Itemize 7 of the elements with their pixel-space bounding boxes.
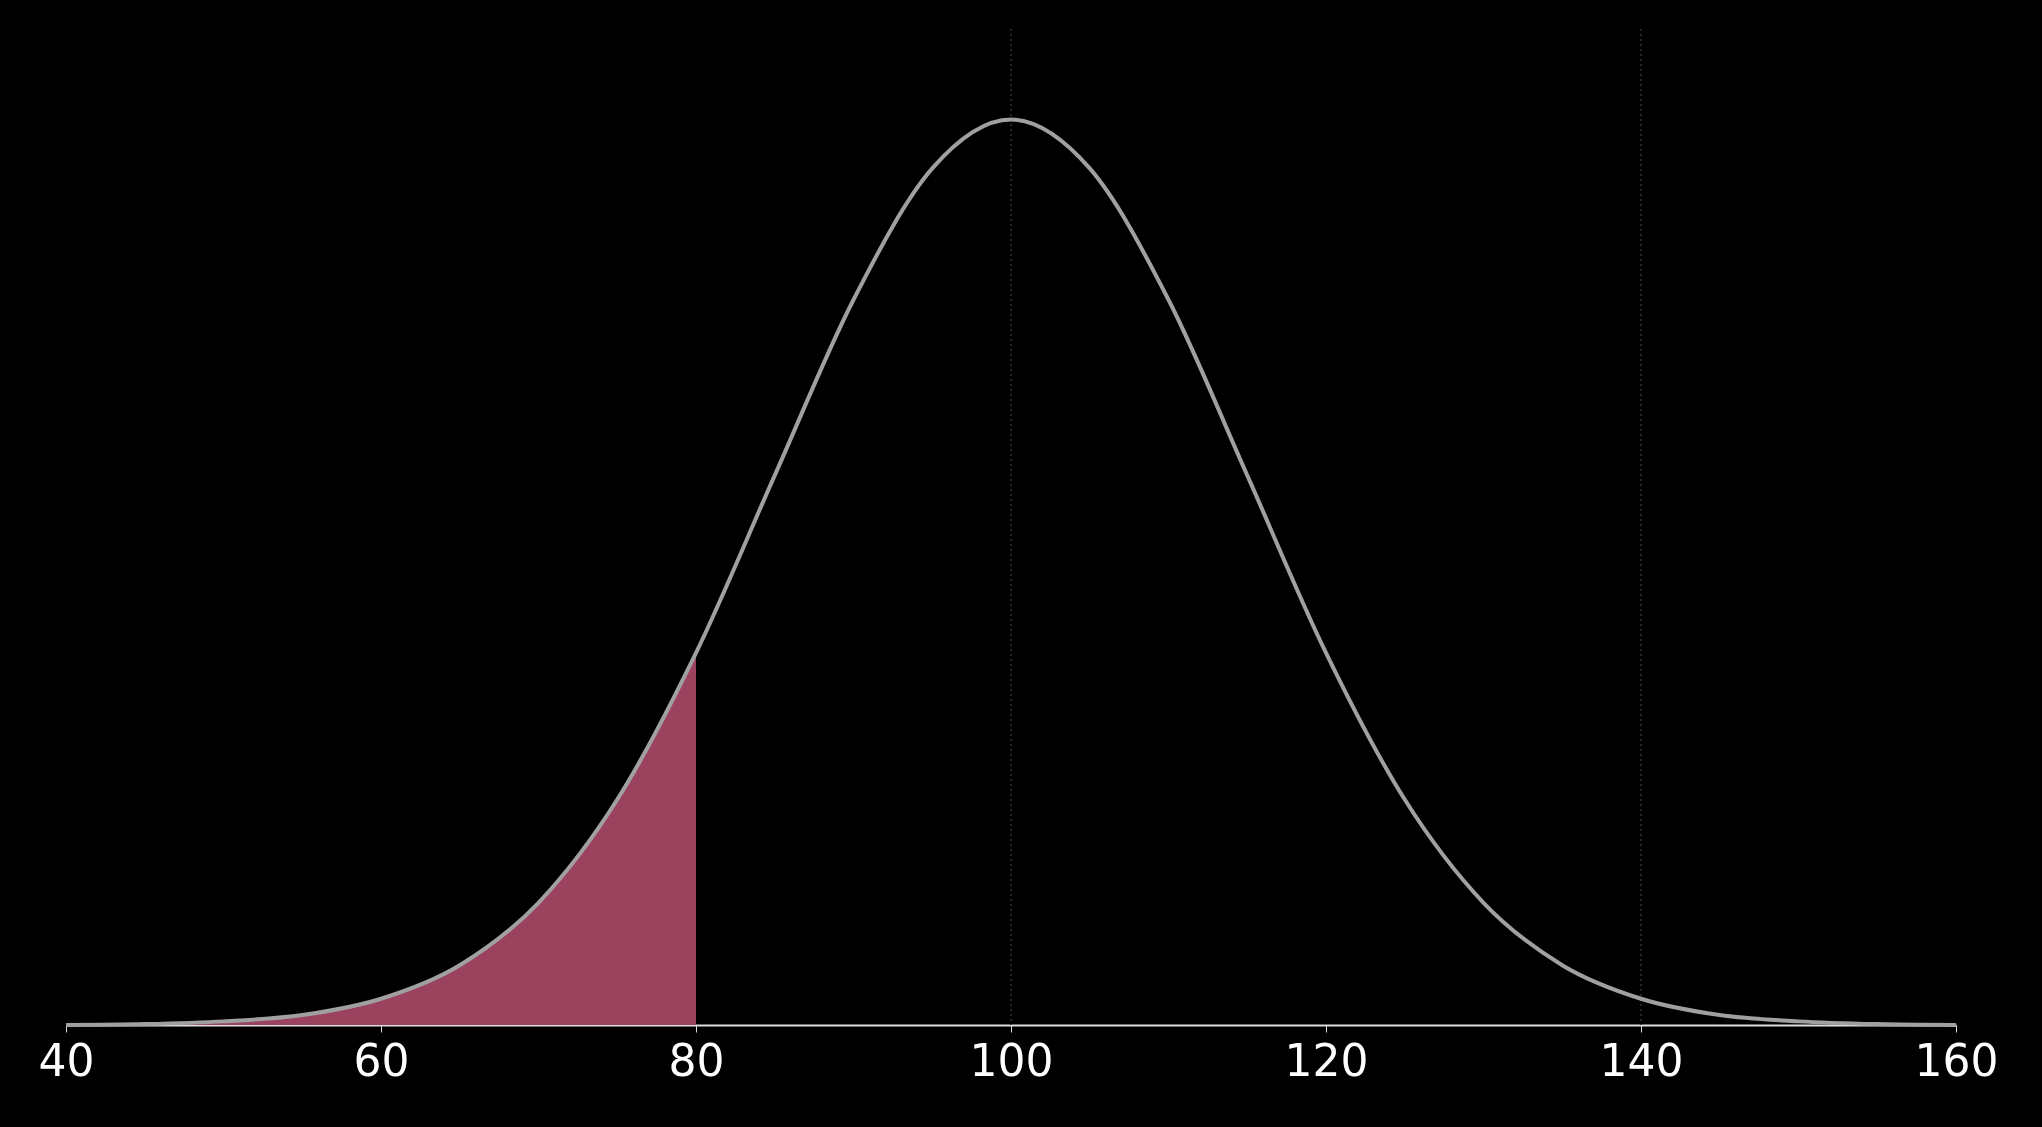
x-tick-label: 40 xyxy=(38,1034,95,1086)
x-tick-label: 60 xyxy=(353,1034,410,1086)
x-tick-label: 120 xyxy=(1284,1034,1369,1086)
x-tick-label: 140 xyxy=(1599,1034,1684,1086)
x-tick-label: 80 xyxy=(668,1034,725,1086)
x-tick-label: 160 xyxy=(1914,1034,1999,1086)
x-tick-label: 100 xyxy=(969,1034,1054,1086)
